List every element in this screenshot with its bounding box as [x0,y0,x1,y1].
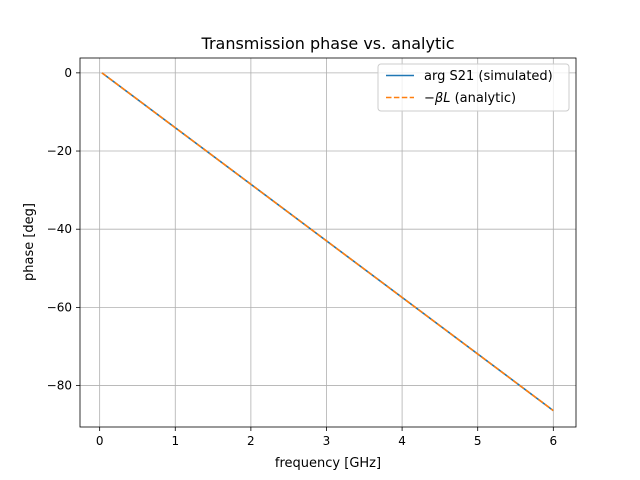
legend-label-analytic-prefix: − [424,91,435,106]
x-tick-label: 2 [247,434,255,448]
legend: arg S21 (simulated) −βL (analytic) [377,63,570,112]
y-axis-label: phase [deg] [22,203,37,281]
legend-label-analytic-suffix: (analytic) [450,91,516,106]
x-tick-label: 5 [474,434,482,448]
x-tick-label: 4 [398,434,406,448]
x-tick-label: 3 [323,434,331,448]
legend-label-analytic-symbol: βL [434,91,451,106]
grid [80,58,576,427]
x-tick-label: 0 [96,434,104,448]
plot-area-frame [79,57,577,428]
x-tick-label: 6 [549,434,557,448]
y-tick-label: −20 [47,144,72,158]
y-tick-label: 0 [64,66,72,80]
y-tick-label: −80 [47,379,72,393]
ticks: 0 1 2 3 4 5 6 0 −20 −40 −60 −80 [47,66,557,448]
x-tick-label: 1 [171,434,179,448]
legend-label-analytic: −βL (analytic) [424,91,516,106]
legend-box [377,63,570,112]
y-tick-label: −40 [47,222,72,236]
series-layer [101,72,554,412]
x-axis-label: frequency [GHz] [275,456,381,471]
chart-title: Transmission phase vs. analytic [201,34,455,53]
legend-label-simulated: arg S21 (simulated) [424,69,553,84]
y-tick-label: −60 [47,300,72,314]
series-line-analytic [101,72,554,412]
